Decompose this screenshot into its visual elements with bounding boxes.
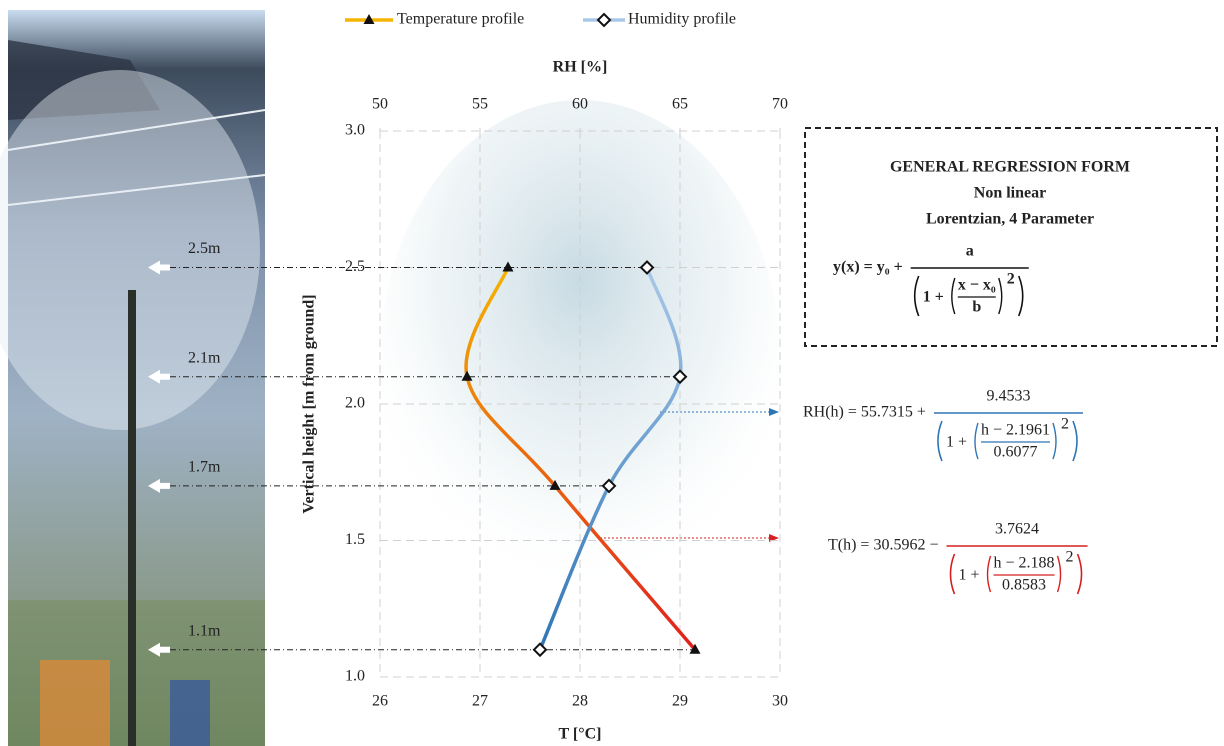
x2-tick-label: 50 xyxy=(372,96,388,113)
legend-marker xyxy=(363,14,375,24)
x2-axis-title: RH [%] xyxy=(553,59,608,76)
equation-inner-den: 0.8583 xyxy=(1002,577,1046,594)
data-point xyxy=(639,260,655,275)
y-axis-title: Vertical height [m from ground] xyxy=(301,294,318,513)
height-arrow xyxy=(148,369,170,384)
x-tick-label: 26 xyxy=(372,693,388,710)
box-line: Non linear xyxy=(974,185,1046,202)
x-tick-label: 27 xyxy=(472,693,488,710)
box-line: GENERAL REGRESSION FORM xyxy=(890,159,1130,176)
bracket xyxy=(1052,422,1057,460)
equation-inner-den: b xyxy=(972,299,981,316)
height-arrow xyxy=(148,478,170,493)
regression-box xyxy=(804,127,1218,347)
equation-exponent: 2 xyxy=(1066,549,1074,566)
y-tick-label: 3.0 xyxy=(345,122,365,139)
y-tick-label: 1.0 xyxy=(345,668,365,685)
x2-tick-label: 60 xyxy=(572,96,588,113)
equation-lhs: RH(h) = 55.7315 + xyxy=(803,404,926,421)
legend-marker xyxy=(596,12,612,28)
equation-inner-num: h − 2.188 xyxy=(994,555,1055,572)
x2-tick-label: 65 xyxy=(672,96,688,113)
bracket xyxy=(949,553,956,595)
y-tick-label: 2.0 xyxy=(345,395,365,412)
height-label: 1.1m xyxy=(188,622,221,639)
height-label: 1.7m xyxy=(188,459,221,476)
equation-numerator: a xyxy=(966,243,974,260)
x-tick-label: 30 xyxy=(772,693,788,710)
equation-numerator: 3.7624 xyxy=(995,521,1039,538)
equation-lhs: y(x) = y₀ + xyxy=(833,259,903,276)
x2-tick-label: 70 xyxy=(772,96,788,113)
data-point xyxy=(672,369,688,385)
data-point xyxy=(532,642,548,658)
height-arrow xyxy=(148,642,170,657)
equation-lhs: T(h) = 30.5962 − xyxy=(828,537,938,554)
data-point xyxy=(601,478,617,494)
data-point xyxy=(502,261,514,272)
equation-inner-den: 0.6077 xyxy=(993,444,1037,461)
equation-inner-num: x − x₀ xyxy=(958,277,996,294)
height-label: 2.5m xyxy=(188,240,221,257)
equation-prefix: 1 + xyxy=(923,289,944,306)
bracket xyxy=(1056,555,1062,593)
legend-label: Humidity profile xyxy=(628,11,736,28)
data-point xyxy=(689,643,701,654)
bracket xyxy=(1076,553,1083,595)
equation-inner-num: h − 2.1961 xyxy=(981,422,1050,439)
series-line xyxy=(538,266,683,651)
y-tick-label: 2.5 xyxy=(345,258,365,275)
x-tick-label: 28 xyxy=(572,693,588,710)
bracket xyxy=(937,420,943,462)
equation-prefix: 1 + xyxy=(946,434,967,451)
bracket xyxy=(998,277,1003,315)
x2-tick-label: 55 xyxy=(472,96,488,113)
equation-exponent: 2 xyxy=(1061,416,1069,433)
y-tick-label: 1.5 xyxy=(345,531,365,548)
equation-exponent: 2 xyxy=(1007,271,1015,288)
series-line xyxy=(464,266,697,651)
height-arrow xyxy=(148,260,170,275)
data-point xyxy=(461,370,473,381)
bracket xyxy=(913,275,920,317)
equation-numerator: 9.4533 xyxy=(986,388,1030,405)
bracket xyxy=(951,277,956,315)
bracket xyxy=(974,422,979,460)
x-axis-title: T [°C] xyxy=(559,726,602,743)
x-tick-label: 29 xyxy=(672,693,688,710)
equation-prefix: 1 + xyxy=(958,567,979,584)
box-line: Lorentzian, 4 Parameter xyxy=(926,211,1094,228)
bracket xyxy=(986,555,992,593)
photo xyxy=(0,10,266,746)
height-label: 2.1m xyxy=(188,349,221,366)
bracket xyxy=(1017,275,1024,317)
legend-label: Temperature profile xyxy=(397,11,524,28)
bracket xyxy=(1072,420,1078,462)
data-point xyxy=(549,479,561,490)
